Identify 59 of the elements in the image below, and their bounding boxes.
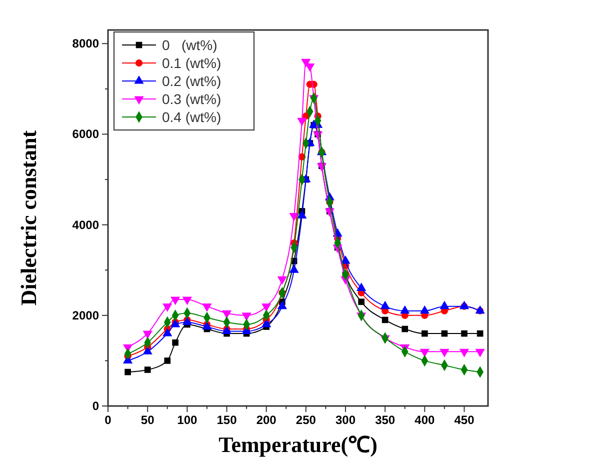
x-tick-label: 150: [216, 413, 238, 427]
point: [124, 368, 131, 376]
x-tick-label: 50: [140, 413, 155, 427]
legend-label: 0.4 (wt%): [162, 109, 222, 125]
x-axis-title: Temperature(℃): [218, 432, 378, 457]
x-tick-label: 250: [296, 413, 316, 427]
point: [202, 304, 212, 312]
point: [402, 326, 408, 332]
point: [262, 304, 272, 312]
y-tick-label: 6000: [72, 127, 100, 142]
x-tick-label: 300: [335, 413, 356, 427]
point: [356, 282, 366, 291]
y-axis-title: Dielectric constant: [16, 130, 41, 306]
point: [476, 330, 484, 337]
point: [297, 210, 307, 219]
point: [144, 366, 151, 373]
point: [242, 312, 252, 321]
point: [441, 330, 448, 337]
legend-label: 0.3 (wt%): [162, 91, 222, 107]
y-tick-label: 2000: [72, 308, 100, 322]
point: [440, 300, 450, 310]
point: [297, 118, 307, 126]
x-tick-label: 350: [375, 413, 396, 427]
point: [461, 330, 468, 337]
point: [142, 346, 152, 354]
point: [142, 330, 152, 340]
x-tick-label: 450: [454, 413, 475, 427]
y-tick-label: 0: [92, 399, 100, 413]
point: [358, 298, 364, 305]
point: [459, 348, 470, 358]
point: [162, 304, 172, 312]
point: [222, 310, 232, 319]
y-tick-label: 4000: [72, 218, 100, 232]
point: [400, 305, 410, 314]
point: [172, 339, 178, 346]
legend-label: 0 (wt%): [162, 37, 218, 53]
legend-label: 0.1 (wt%): [162, 55, 222, 71]
point: [422, 330, 428, 337]
point: [475, 348, 485, 358]
point: [420, 348, 430, 358]
point: [289, 212, 299, 222]
y-tick-label: 8000: [72, 36, 100, 51]
point: [305, 63, 315, 72]
point: [164, 358, 171, 364]
point: [262, 318, 272, 328]
point: [277, 300, 287, 310]
point: [420, 305, 430, 314]
point: [289, 264, 299, 273]
x-tick-label: 100: [177, 413, 198, 427]
legend-label: 0.2 (wt%): [162, 73, 222, 89]
point: [170, 296, 180, 306]
point: [182, 296, 192, 306]
x-tick-label: 400: [414, 413, 435, 427]
point: [382, 316, 388, 324]
point: [277, 276, 287, 285]
point: [440, 348, 450, 358]
point: [380, 300, 390, 310]
x-tick-label: 200: [256, 413, 277, 427]
x-tick-label: 0: [104, 413, 112, 427]
